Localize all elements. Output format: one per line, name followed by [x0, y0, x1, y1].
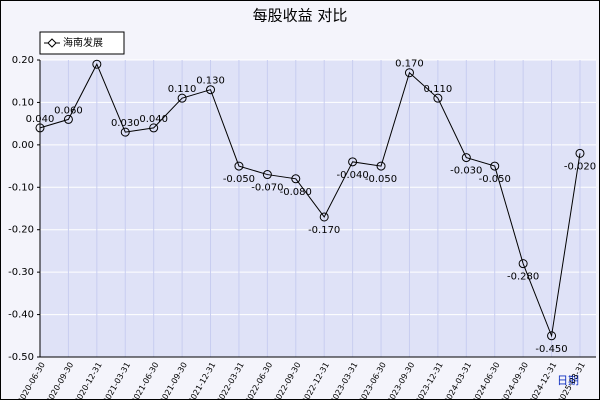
data-label: -0.170	[308, 225, 340, 236]
data-label: 0.130	[196, 76, 225, 87]
point	[262, 170, 272, 180]
point	[348, 157, 358, 167]
point	[92, 59, 102, 69]
data-label: -0.050	[365, 174, 397, 185]
point	[404, 68, 414, 78]
legend-label: 海南发展	[63, 36, 103, 49]
point	[575, 148, 585, 158]
legend-marker	[47, 38, 57, 48]
data-label: -0.070	[251, 183, 283, 194]
data-label: -0.030	[450, 166, 482, 177]
point	[149, 123, 159, 133]
y-tick-label: -0.10	[8, 182, 34, 193]
x-axis-label: 日期	[557, 374, 579, 387]
y-tick-label: 0.00	[12, 140, 34, 151]
point	[291, 174, 301, 184]
point	[35, 123, 45, 133]
point	[177, 93, 187, 103]
data-label: 0.170	[395, 59, 424, 70]
y-tick-label: -0.40	[8, 310, 34, 321]
point	[63, 114, 73, 124]
data-label: -0.020	[564, 161, 596, 172]
y-tick-label: -0.20	[8, 225, 34, 236]
data-label: -0.080	[280, 187, 312, 198]
legend-box	[39, 31, 125, 55]
y-tick-label: 0.10	[12, 97, 34, 108]
y-tick-label: -0.30	[8, 267, 34, 278]
point	[547, 331, 557, 341]
point	[490, 161, 500, 171]
point	[518, 259, 528, 269]
point	[433, 93, 443, 103]
point	[206, 85, 216, 95]
data-label: -0.050	[479, 174, 511, 185]
data-label: -0.450	[535, 344, 567, 355]
data-label: 0.110	[168, 84, 197, 95]
data-label: 0.060	[54, 105, 83, 116]
y-tick-label: 0.20	[12, 55, 34, 66]
point	[376, 161, 386, 171]
point	[461, 153, 471, 163]
point	[234, 161, 244, 171]
data-label: -0.280	[507, 272, 539, 283]
data-label: 0.040	[26, 114, 55, 125]
data-label: -0.050	[223, 174, 255, 185]
data-label: 0.110	[424, 84, 453, 95]
data-label: 0.040	[139, 114, 168, 125]
data-label: -0.040	[336, 170, 368, 181]
point	[120, 127, 130, 137]
series-line	[39, 63, 581, 338]
y-tick-label: -0.50	[8, 352, 34, 363]
point	[319, 212, 329, 222]
data-label: 0.030	[111, 118, 140, 129]
chart-title: 每股收益 对比	[253, 7, 348, 25]
